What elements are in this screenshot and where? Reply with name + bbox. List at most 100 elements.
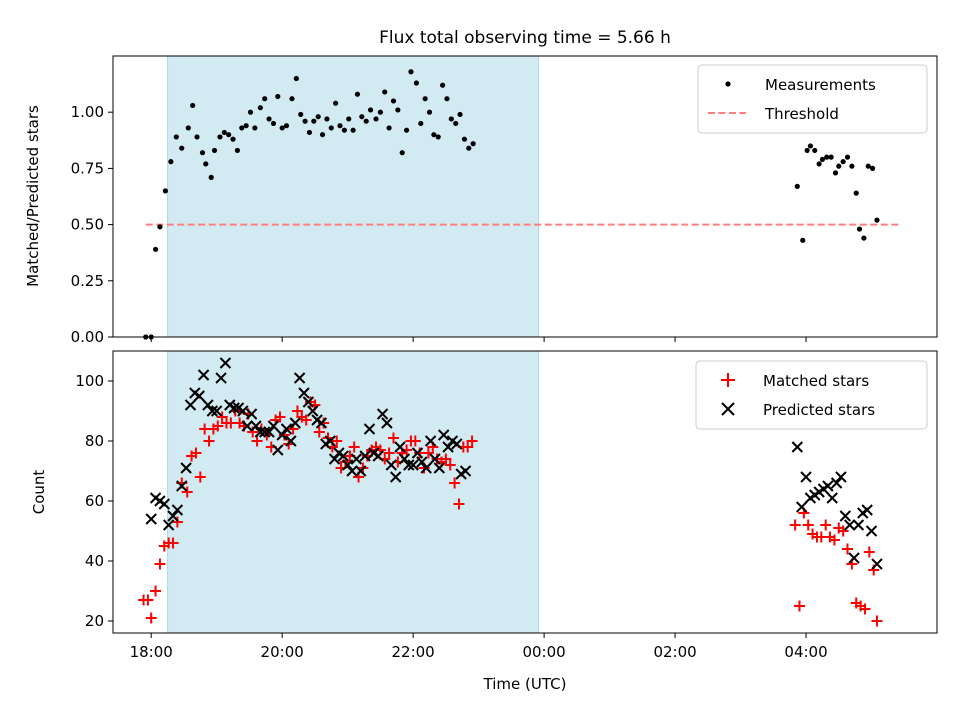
predicted-star-point: [359, 450, 371, 462]
measurement-point: [431, 132, 437, 138]
predicted-star-point: [315, 417, 328, 429]
top-y-tick-label: 1.00: [71, 103, 104, 121]
measurement-point: [422, 96, 428, 102]
predicted-star-point: [180, 462, 192, 474]
predicted-star-point: [241, 420, 253, 432]
x-tick-label: 22:00: [392, 643, 435, 661]
measurement-point: [341, 127, 347, 133]
observing-window-shade-top: [167, 56, 540, 337]
measurement-point: [377, 109, 383, 115]
predicted-star-point: [822, 480, 834, 492]
matched-star-point: [466, 435, 478, 447]
predicted-star-point: [381, 417, 393, 429]
predicted-star-point: [403, 459, 415, 471]
predicted-star-point: [839, 510, 852, 522]
matched-star-point: [203, 435, 215, 447]
predicted-star-point: [254, 426, 267, 438]
measurement-point: [319, 132, 326, 138]
measurement-point: [152, 246, 159, 252]
measurement-point: [816, 161, 822, 167]
measurement-point: [199, 150, 206, 156]
x-tick-label: 04:00: [784, 643, 827, 661]
top-y-axis-label: Matched/Predicted stars: [24, 105, 42, 287]
top-legend: Measurements Threshold: [697, 64, 928, 134]
predicted-star-point: [416, 456, 428, 468]
predicted-star-point: [411, 447, 424, 459]
measurement-point: [800, 237, 806, 243]
predicted-star-point: [176, 480, 188, 492]
bottom-y-tick-label: 60: [85, 492, 104, 510]
bottom-y-tick-label: 100: [75, 372, 104, 390]
predicted-star-point: [843, 519, 856, 531]
measurement-point: [408, 69, 414, 75]
bottom-legend-box: [695, 360, 928, 430]
measurement-point: [279, 125, 285, 131]
bottom-y-tick-label: 80: [85, 432, 104, 450]
predicted-star-point: [162, 519, 175, 531]
predicted-star-point: [267, 420, 280, 432]
measurement-point: [311, 118, 317, 124]
measurement-point: [819, 156, 826, 163]
matched-star-point: [251, 435, 263, 447]
measurement-point: [861, 235, 867, 241]
matched-star-point: [291, 405, 303, 417]
matched-star-point: [142, 594, 154, 606]
measurement-point: [230, 136, 236, 142]
predicted-star-point: [237, 405, 249, 417]
measurement-point: [234, 147, 241, 154]
matched-star-point: [859, 603, 871, 615]
measurement-point: [444, 96, 450, 102]
predicted-star-point: [394, 441, 406, 453]
observing-window-band: [167, 56, 539, 337]
measurement-point: [448, 116, 454, 122]
x-tick-label: 00:00: [522, 643, 565, 661]
predicted-star-point: [206, 405, 219, 417]
matched-star-point: [871, 615, 883, 627]
measurement-point: [173, 134, 179, 140]
measurement-point: [221, 129, 227, 136]
matched-star-point: [181, 486, 193, 498]
predicted-star-point: [800, 471, 812, 483]
measurement-point: [367, 107, 374, 113]
measurement-point: [457, 111, 463, 118]
matched-star-point: [444, 459, 456, 471]
matched-star-point: [383, 447, 395, 459]
measurement-point: [337, 123, 343, 129]
top-y-tick-label: 0.00: [71, 328, 104, 346]
predicted-star-point: [302, 396, 315, 408]
measurement-point: [844, 154, 851, 160]
legend-matched: Matched stars: [763, 372, 869, 390]
predicted-star-point: [835, 471, 847, 483]
matched-star-point: [837, 525, 849, 537]
measurement-point: [453, 120, 459, 127]
measurement-point: [359, 114, 365, 120]
matched-legend-marker: [721, 373, 735, 387]
measurement-point: [390, 98, 397, 104]
top-panel: 0.00 0.25 0.50 0.75 1.00 Matched/Predicted s…: [24, 55, 938, 346]
predicted-star-point: [219, 357, 232, 369]
predicted-star-point: [158, 498, 171, 510]
measurement-point: [794, 183, 800, 189]
matched-star-point: [348, 441, 360, 453]
predicted-star-point: [826, 492, 838, 504]
predicted-star-point: [852, 519, 865, 531]
predicted-star-point: [328, 453, 341, 465]
predicted-star-point: [376, 408, 389, 420]
measurement-point: [315, 114, 321, 120]
measurement-point: [328, 125, 334, 131]
measurement-point: [399, 150, 405, 156]
measurement-point: [185, 125, 191, 131]
measurement-point: [832, 170, 839, 176]
legend-measurements: Measurements: [765, 76, 876, 94]
measurement-point: [208, 174, 214, 180]
measurement-point: [382, 89, 388, 95]
predicted-star-point: [210, 405, 223, 417]
predicted-star-point: [167, 510, 179, 522]
matched-star-point: [154, 558, 166, 570]
measurement-point: [270, 120, 277, 127]
measurement-point: [346, 116, 352, 122]
observing-window-shade-bottom: [167, 351, 540, 633]
predicted-star-point: [346, 465, 358, 477]
predicted-star-point: [398, 453, 411, 465]
